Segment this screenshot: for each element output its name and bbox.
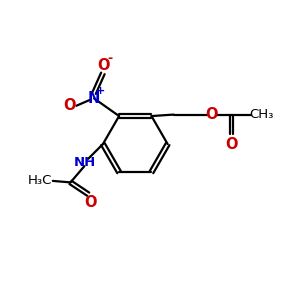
Text: CH₃: CH₃ <box>250 108 274 121</box>
Text: +: + <box>96 86 105 96</box>
Text: O: O <box>206 107 218 122</box>
Text: H₃C: H₃C <box>27 174 52 188</box>
Text: O: O <box>85 195 97 210</box>
Text: O: O <box>63 98 76 113</box>
Text: O: O <box>225 136 238 152</box>
Text: -: - <box>108 52 113 64</box>
Text: NH: NH <box>74 156 96 169</box>
Text: O: O <box>97 58 110 73</box>
Text: N: N <box>88 91 100 106</box>
